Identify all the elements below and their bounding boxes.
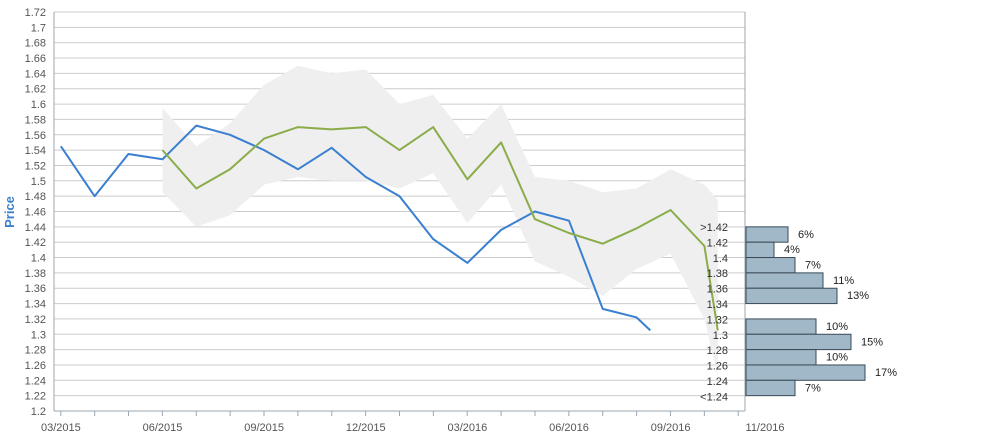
- distribution-bar: [745, 272, 824, 289]
- y-tick-label: 1.68: [25, 38, 46, 50]
- distribution-bin-label: 1.24: [707, 376, 728, 388]
- y-tick-label: 1.34: [25, 299, 46, 311]
- distribution-bin-label: <1.24: [700, 391, 728, 403]
- y-tick-label: 1.2: [31, 406, 46, 418]
- forecast-band-area: [162, 65, 718, 377]
- distribution-pct-label: 11%: [833, 275, 854, 287]
- y-tick-label: 1.3: [31, 329, 46, 341]
- distribution-bin-label: 1.36: [707, 284, 728, 296]
- distribution-pct-label: 15%: [861, 336, 883, 348]
- y-tick-label: 1.26: [25, 360, 46, 372]
- y-axis-title: Price: [2, 196, 17, 228]
- x-tick-label: 11/2016: [746, 422, 785, 434]
- y-tick-label: 1.28: [25, 345, 46, 357]
- x-tick-label: 06/2016: [549, 422, 589, 434]
- distribution-bar: [745, 349, 817, 366]
- y-tick-label: 1.38: [25, 268, 46, 280]
- y-tick-label: 1.64: [25, 68, 46, 80]
- distribution-bar: [745, 241, 775, 259]
- distribution-bar: [745, 287, 838, 305]
- distribution-bin-label: 1.3: [713, 330, 728, 342]
- y-tick-label: 1.48: [25, 191, 46, 203]
- x-tick-label: 12/2015: [346, 422, 386, 434]
- axes: [53, 12, 746, 416]
- x-tick-label: 09/2016: [651, 422, 691, 434]
- y-tick-label: 1.5: [31, 176, 46, 188]
- series-lines: [60, 124, 719, 332]
- distribution-pct-label: 4%: [784, 244, 800, 256]
- distribution-bin-label: 1.34: [707, 299, 728, 311]
- distribution-pct-label: 7%: [805, 260, 821, 272]
- distribution-bar: [745, 364, 866, 381]
- distribution-pct-label: 10%: [826, 321, 848, 333]
- y-tick-label: 1.54: [25, 145, 46, 157]
- distribution-pct-label: 6%: [798, 229, 814, 241]
- y-tick-label: 1.62: [25, 84, 46, 96]
- distribution-pct-label: 7%: [805, 382, 821, 394]
- distribution-bar: [745, 226, 789, 243]
- y-tick-label: 1.32: [25, 314, 46, 326]
- y-tick-label: 1.66: [25, 53, 46, 65]
- y-tick-label: 1.36: [25, 283, 46, 295]
- distribution-bin-label: 1.38: [707, 268, 728, 280]
- y-tick-label: 1.46: [25, 207, 46, 219]
- series-line-1: [60, 124, 651, 332]
- distribution-bin-label: 1.26: [707, 361, 728, 373]
- y-tick-label: 1.44: [25, 222, 46, 234]
- y-tick-label: 1.24: [25, 375, 46, 387]
- y-tick-label: 1.52: [25, 160, 46, 172]
- series-line-2: [161, 126, 719, 331]
- y-tick-label: 1.4: [31, 253, 46, 265]
- distribution-bin-label: >1.42: [700, 222, 728, 234]
- y-tick-label: 1.6: [31, 99, 46, 111]
- y-tick-label: 1.7: [31, 22, 46, 34]
- distribution-pct-label: 17%: [875, 367, 897, 379]
- x-tick-label: 03/2016: [447, 422, 487, 434]
- y-tick-label: 1.58: [25, 114, 46, 126]
- distribution-bar: [745, 333, 852, 351]
- axis-labels: 1.2 1.22 1.24 1.26 1.28 1.3 1.32 1.34 1.36 1.38 1.…: [25, 7, 785, 434]
- distribution-bin-label: 1.4: [713, 253, 728, 265]
- distribution-bars: 6% 4% 7% 11% 13% 10% 15% 10% 17% 7% >1.42 1.42 1.4 1.…: [700, 222, 897, 403]
- y-tick-label: 1.72: [25, 7, 46, 19]
- x-tick-label: 06/2015: [143, 422, 183, 434]
- distribution-bin-label: 1.32: [707, 314, 728, 326]
- y-tick-label: 1.42: [25, 237, 46, 249]
- distribution-bin-label: 1.28: [707, 345, 728, 357]
- distribution-bar: [745, 257, 796, 274]
- distribution-pct-label: 10%: [826, 352, 848, 364]
- y-tick-label: 1.22: [25, 391, 46, 403]
- y-tick-label: 1.56: [25, 130, 46, 142]
- x-tick-label: 03/2015: [41, 422, 81, 434]
- distribution-bin-label: 1.42: [707, 237, 728, 249]
- forecast-band: [162, 65, 718, 377]
- distribution-bar: [745, 379, 796, 397]
- distribution-bar: [745, 318, 817, 335]
- distribution-pct-label: 13%: [847, 290, 869, 302]
- x-tick-label: 09/2015: [244, 422, 284, 434]
